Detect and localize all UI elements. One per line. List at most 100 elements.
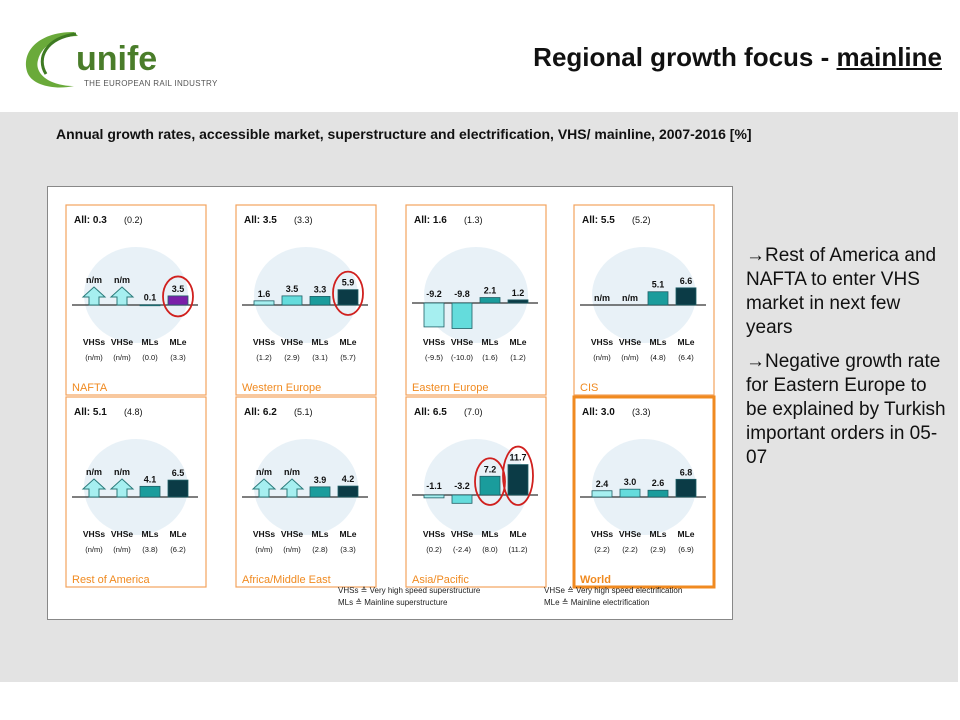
panel-western-europe: All: 3.5 (3.3) 1.6 VHSs (1.2) 3.5 VHSe (2.9) 3.3… xyxy=(235,204,377,396)
region-label: Rest of America xyxy=(72,574,151,586)
bar-value-label: n/m xyxy=(284,467,300,477)
logo-subtitle: THE EUROPEAN RAIL INDUSTRY xyxy=(84,79,218,88)
legend-entry: MLs ≙ Mainline superstructure xyxy=(338,598,448,607)
category-paren-value: (5.7) xyxy=(340,353,356,362)
bar-value-label: 4.1 xyxy=(144,474,157,484)
category-label: MLe xyxy=(510,337,527,347)
page-title: Regional growth focus - mainline xyxy=(533,42,942,73)
panel-cis: All: 5.5 (5.2) n/m VHSs (n/m) n/m VHSe (n/m) 5.1… xyxy=(573,204,715,396)
bar-value-label: -3.2 xyxy=(454,481,470,491)
bar-mle xyxy=(507,464,529,496)
bar-value-label: 0.1 xyxy=(144,293,157,303)
bar-value-label: 11.7 xyxy=(509,453,526,463)
category-label: VHSe xyxy=(451,529,473,539)
bar-value-label: n/m xyxy=(86,275,102,285)
bar-mls xyxy=(647,291,669,306)
category-label: MLe xyxy=(510,529,527,539)
legend-entry: VHSe ≙ Very high speed electrification xyxy=(544,586,682,595)
bar-mle xyxy=(675,287,697,306)
bar-value-label: 2.1 xyxy=(484,286,497,296)
category-paren-value: (2.2) xyxy=(594,545,610,554)
bar-value-label: n/m xyxy=(114,275,130,285)
arrow-icon: → xyxy=(746,351,765,372)
panel-asia-pacific: All: 6.5 (7.0) -1.1 VHSs (0.2) -3.2 VHSe (-2.4)… xyxy=(405,396,547,588)
bar-mls xyxy=(479,297,501,304)
category-paren-value: (2.9) xyxy=(650,545,666,554)
page-title-main: Regional growth focus - xyxy=(533,42,837,72)
bar-mle xyxy=(167,479,189,498)
category-paren-value: (n/m) xyxy=(255,545,273,554)
category-label: MLe xyxy=(170,529,187,539)
region-label: Eastern Europe xyxy=(412,382,488,394)
category-label: VHSs xyxy=(83,529,105,539)
category-paren-value: (n/m) xyxy=(593,353,611,362)
highlight-ring xyxy=(162,275,194,318)
category-label: MLe xyxy=(170,337,187,347)
bar-value-label: 7.2 xyxy=(484,464,497,474)
category-label: VHSs xyxy=(253,529,275,539)
bar-vhse xyxy=(619,488,641,498)
bullet-text: Rest of America and NAFTA to enter VHS m… xyxy=(746,245,937,338)
region-label: NAFTA xyxy=(72,382,108,394)
bar-vhss xyxy=(423,302,445,328)
region-label: World xyxy=(580,574,611,586)
bar-value-label: -1.1 xyxy=(426,481,442,491)
category-paren-value: (n/m) xyxy=(113,353,131,362)
up-arrow-icon xyxy=(279,478,305,498)
category-label: MLs xyxy=(142,337,159,347)
bar-vhss xyxy=(423,494,445,499)
bar-mls xyxy=(309,296,331,306)
panel-eastern-europe: All: 1.6 (1.3) -9.2 VHSs (-9.5) -9.8 VHSe (-10.… xyxy=(405,204,547,396)
category-paren-value: (3.8) xyxy=(142,545,158,554)
category-label: MLe xyxy=(340,337,357,347)
unife-logo: unife THE EUROPEAN RAIL INDUSTRY xyxy=(16,24,226,94)
category-label: MLs xyxy=(650,529,667,539)
bar-mle xyxy=(337,289,359,306)
header: unife THE EUROPEAN RAIL INDUSTRY Regiona… xyxy=(0,0,960,110)
highlight-ring xyxy=(332,270,364,316)
category-label: VHSs xyxy=(423,337,445,347)
category-label: VHSs xyxy=(591,529,613,539)
category-label: VHSs xyxy=(423,529,445,539)
highlight-ring xyxy=(502,445,534,506)
chart-box: All: 0.3 (0.2) n/m VHSs (n/m) n/m VHSe (n/m) 0.1… xyxy=(47,186,733,620)
panel-all-value: All: 6.5 xyxy=(414,407,447,418)
category-paren-value: (8.0) xyxy=(482,545,498,554)
bar-value-label: 1.6 xyxy=(258,289,271,299)
category-label: VHSe xyxy=(111,529,133,539)
map-background xyxy=(254,439,358,535)
panel-all-paren: (7.0) xyxy=(464,407,483,417)
category-label: VHSe xyxy=(281,337,303,347)
bar-mls xyxy=(479,475,501,496)
up-arrow-icon xyxy=(109,286,135,306)
bar-mle xyxy=(507,299,529,304)
panel-all-value: All: 5.1 xyxy=(74,407,107,418)
bullet-text: Negative growth rate for Eastern Europe … xyxy=(746,351,946,468)
bar-value-label: 6.8 xyxy=(680,467,693,477)
region-label: Africa/Middle East xyxy=(242,574,331,586)
bar-vhse xyxy=(451,494,473,504)
category-paren-value: (1.2) xyxy=(510,353,526,362)
page-title-underlined: mainline xyxy=(836,42,942,72)
map-background xyxy=(254,247,358,343)
legend-entry: MLe ≙ Mainline electrification xyxy=(544,598,649,607)
category-paren-value: (11.2) xyxy=(508,545,528,554)
bullet-item: →Rest of America and NAFTA to enter VHS … xyxy=(746,244,946,340)
category-label: VHSe xyxy=(619,337,641,347)
category-paren-value: (3.3) xyxy=(170,353,186,362)
bar-vhss xyxy=(591,490,613,498)
map-background xyxy=(84,247,188,343)
category-paren-value: (2.8) xyxy=(312,545,328,554)
bar-value-label: -9.2 xyxy=(426,289,442,299)
category-label: MLs xyxy=(650,337,667,347)
panel-all-paren: (4.8) xyxy=(124,407,143,417)
bar-value-label: 4.2 xyxy=(342,474,355,484)
category-paren-value: (-2.4) xyxy=(453,545,471,554)
bar-value-label: n/m xyxy=(594,293,610,303)
category-label: VHSs xyxy=(591,337,613,347)
bar-mls xyxy=(139,304,161,307)
panel-all-value: All: 3.5 xyxy=(244,215,277,226)
panel-all-paren: (5.2) xyxy=(632,215,651,225)
category-label: MLe xyxy=(678,529,695,539)
bar-mle xyxy=(337,485,359,498)
